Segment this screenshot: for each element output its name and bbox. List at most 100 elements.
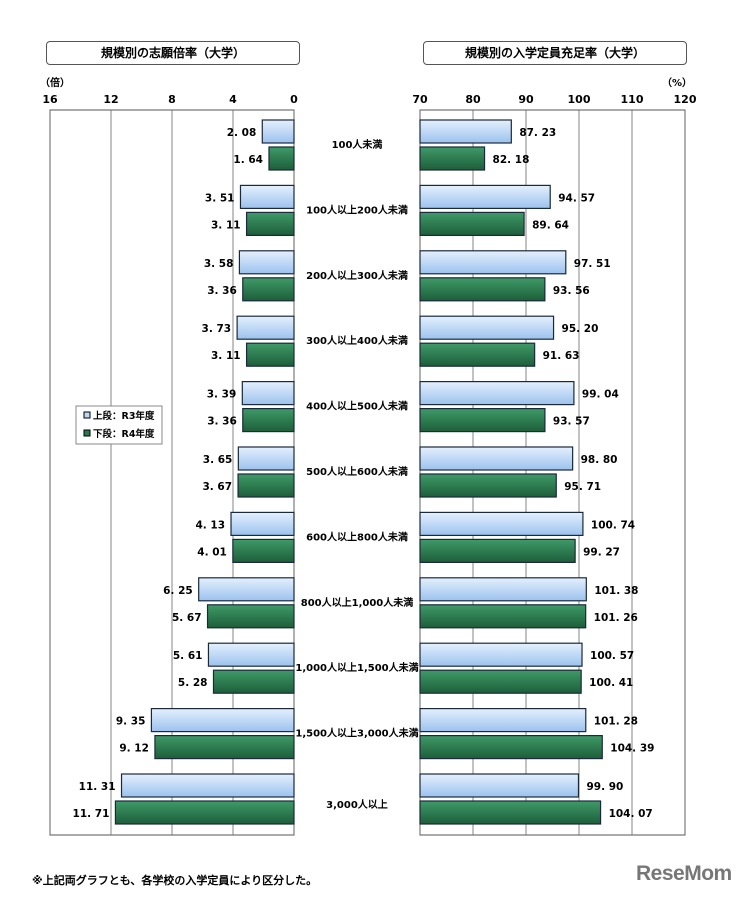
right-bar-r4	[419, 604, 587, 629]
left-bar-r3	[120, 773, 295, 798]
left-bar-r4-value: 3. 36	[207, 416, 237, 428]
right-tick-label: 90	[518, 93, 534, 106]
left-bar-r4-value: 1. 64	[233, 154, 263, 166]
left-tick-label: 12	[103, 93, 118, 106]
right-bar-r4	[419, 211, 525, 236]
legend-label-r3: 上段：R3年度	[93, 410, 155, 422]
right-bar-r3	[419, 119, 512, 144]
left-bar-r4	[245, 211, 295, 236]
right-chart-title: 規模別の入学定員充足率（大学）	[423, 41, 687, 65]
right-bar-r3-value: 101. 38	[594, 585, 638, 597]
right-bar-r3-value: 99. 90	[586, 781, 623, 793]
category-label: 1,500人以上3,000人未満	[295, 727, 418, 740]
left-bar-r3	[237, 446, 295, 471]
left-bar-r4-value: 4. 01	[197, 546, 227, 558]
category-label: 600人以上800人未満	[306, 530, 408, 543]
left-bar-r3	[236, 315, 295, 340]
left-bar-r3	[230, 511, 295, 537]
right-bar-r4-value: 104. 07	[609, 808, 653, 820]
right-bar-r4-value: 99. 27	[583, 546, 620, 558]
left-bar-r3-value: 2. 08	[227, 127, 257, 139]
left-bar-r3-value: 3. 73	[202, 323, 232, 335]
right-tick-label: 120	[674, 93, 697, 106]
category-label: 800人以上1,000人未満	[301, 596, 414, 609]
legend-swatch-r3	[83, 411, 91, 419]
left-bar-r3	[150, 707, 295, 733]
left-tick-label: 8	[168, 93, 176, 106]
right-bar-r3-value: 100. 57	[590, 650, 634, 662]
right-bar-r4	[419, 342, 536, 367]
left-bar-r4	[206, 604, 295, 629]
left-bar-r3-value: 3. 39	[207, 389, 237, 401]
right-bar-r4-value: 100. 41	[589, 677, 633, 689]
left-bar-r3	[207, 642, 295, 667]
right-bar-r4	[419, 734, 603, 760]
left-bar-r4-value: 11. 71	[73, 808, 110, 820]
category-label: 400人以上500人未満	[306, 400, 408, 413]
category-label: 500人以上600人未満	[306, 465, 408, 478]
left-bar-r3-value: 11. 31	[79, 781, 116, 793]
right-bar-r4-value: 82. 18	[493, 154, 530, 166]
right-bar-r3	[419, 446, 574, 471]
right-bar-r4-value: 95. 71	[564, 481, 601, 493]
right-bar-r4	[419, 800, 602, 825]
left-bar-r4	[237, 473, 295, 498]
right-bar-r3-value: 87. 23	[519, 127, 556, 139]
right-tick-label: 70	[412, 93, 428, 106]
left-bar-r4-value: 3. 11	[211, 350, 241, 362]
left-bar-r4-value: 5. 67	[172, 612, 202, 624]
right-bar-r3	[419, 773, 580, 798]
right-bar-r3	[419, 315, 555, 340]
right-tick-label: 110	[621, 93, 644, 106]
footnote: ※上記両グラフとも、各学校の入学定員により区分した。	[32, 874, 318, 887]
left-bar-r3	[198, 577, 295, 602]
right-bar-r3	[419, 577, 587, 602]
left-bar-r3-value: 9. 35	[116, 716, 146, 728]
left-bar-r3-value: 5. 61	[173, 650, 203, 662]
legend-swatch-r4	[83, 429, 91, 437]
right-bar-r3-value: 94. 57	[558, 192, 595, 204]
left-tick-label: 16	[42, 93, 58, 106]
right-bar-r3-value: 95. 20	[562, 323, 599, 335]
right-bar-r4-value: 93. 57	[553, 416, 590, 428]
left-bar-r3	[261, 119, 295, 144]
right-bar-r4	[419, 146, 486, 171]
left-bar-r3	[239, 184, 295, 209]
left-bar-r4	[242, 408, 295, 433]
category-label: 200人以上300人未満	[306, 269, 408, 282]
category-label: 100人以上200人未満	[306, 203, 408, 216]
left-bar-r4	[242, 277, 295, 302]
left-bar-r3-value: 4. 13	[195, 519, 225, 531]
left-bar-r4-value: 5. 28	[178, 677, 208, 689]
left-tick-label: 4	[229, 93, 237, 106]
right-bar-r3	[419, 511, 584, 537]
left-bar-r3-value: 3. 65	[203, 454, 233, 466]
right-bar-r4-value: 91. 63	[543, 350, 580, 362]
left-bar-r3	[241, 381, 295, 406]
category-label: 3,000人以上	[326, 798, 388, 811]
right-bar-r4-value: 89. 64	[532, 219, 569, 231]
right-bar-r4	[419, 408, 546, 433]
right-unit-label: （%）	[662, 76, 692, 89]
left-bar-r3-value: 6. 25	[163, 585, 193, 597]
right-tick-label: 80	[465, 93, 481, 106]
left-bar-r4	[232, 538, 295, 564]
right-bar-r4-value: 104. 39	[610, 743, 654, 755]
left-bar-r3-value: 3. 51	[205, 192, 235, 204]
left-bar-r4	[114, 800, 295, 825]
right-bar-r3	[419, 381, 575, 406]
right-bar-r4	[419, 538, 576, 564]
left-bar-r4-value: 3. 11	[211, 219, 241, 231]
right-bar-r4-value: 93. 56	[553, 285, 590, 297]
right-bar-r4	[419, 473, 557, 498]
left-bar-r4	[268, 146, 295, 171]
left-bar-r4	[212, 669, 295, 694]
left-bar-r3-value: 3. 58	[204, 258, 234, 270]
right-bar-r3-value: 101. 28	[594, 716, 638, 728]
right-bar-r3	[419, 642, 583, 667]
right-bar-r3	[419, 707, 587, 733]
category-label: 1,000人以上1,500人未満	[295, 661, 418, 674]
right-bar-r4-value: 101. 26	[594, 612, 638, 624]
left-bar-r4	[154, 734, 295, 760]
